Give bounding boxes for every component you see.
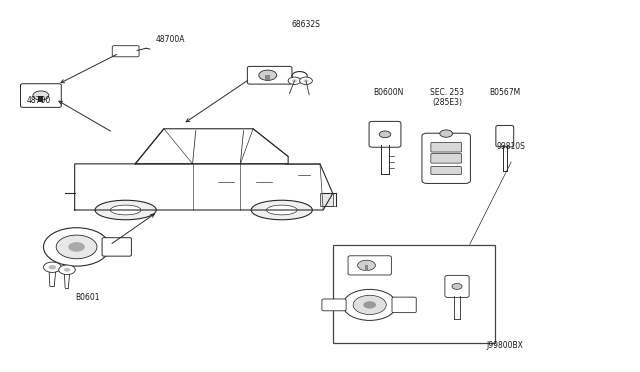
Circle shape bbox=[353, 295, 387, 314]
Text: (285E3): (285E3) bbox=[433, 98, 463, 108]
FancyBboxPatch shape bbox=[247, 66, 292, 84]
Circle shape bbox=[64, 268, 70, 272]
Ellipse shape bbox=[266, 205, 297, 215]
Circle shape bbox=[452, 283, 462, 289]
Circle shape bbox=[68, 242, 85, 252]
Circle shape bbox=[259, 70, 276, 80]
Circle shape bbox=[380, 131, 391, 138]
Circle shape bbox=[44, 262, 61, 272]
Text: B0600N: B0600N bbox=[374, 89, 404, 97]
Circle shape bbox=[343, 289, 396, 320]
Circle shape bbox=[300, 77, 312, 84]
Text: 99810S: 99810S bbox=[497, 142, 525, 151]
FancyBboxPatch shape bbox=[445, 275, 469, 298]
Ellipse shape bbox=[110, 205, 141, 215]
Text: J99800BX: J99800BX bbox=[486, 341, 524, 350]
FancyBboxPatch shape bbox=[348, 256, 392, 275]
Bar bbox=[333, 245, 495, 343]
Bar bbox=[320, 193, 333, 206]
Circle shape bbox=[358, 260, 376, 270]
Text: 48700: 48700 bbox=[26, 96, 51, 105]
Ellipse shape bbox=[251, 200, 312, 220]
Circle shape bbox=[288, 77, 301, 84]
FancyBboxPatch shape bbox=[422, 133, 470, 183]
FancyBboxPatch shape bbox=[322, 299, 346, 311]
FancyBboxPatch shape bbox=[20, 84, 61, 108]
FancyBboxPatch shape bbox=[369, 121, 401, 147]
Ellipse shape bbox=[33, 91, 49, 100]
Circle shape bbox=[44, 228, 109, 266]
FancyBboxPatch shape bbox=[431, 142, 461, 152]
Circle shape bbox=[303, 79, 308, 82]
FancyBboxPatch shape bbox=[496, 125, 514, 147]
FancyBboxPatch shape bbox=[102, 238, 131, 256]
Bar bbox=[265, 75, 270, 80]
FancyBboxPatch shape bbox=[112, 46, 139, 57]
Ellipse shape bbox=[95, 200, 156, 220]
Text: B0601: B0601 bbox=[75, 293, 100, 302]
FancyBboxPatch shape bbox=[431, 154, 461, 163]
Bar bbox=[365, 265, 369, 270]
Text: SEC. 253: SEC. 253 bbox=[431, 89, 465, 97]
FancyBboxPatch shape bbox=[431, 166, 461, 174]
Circle shape bbox=[364, 301, 376, 309]
Bar bbox=[38, 96, 44, 102]
Circle shape bbox=[292, 79, 297, 82]
Text: 48700A: 48700A bbox=[156, 35, 185, 44]
Circle shape bbox=[49, 265, 56, 269]
Circle shape bbox=[59, 265, 76, 275]
Circle shape bbox=[56, 235, 97, 259]
FancyBboxPatch shape bbox=[392, 297, 416, 312]
Text: 68632S: 68632S bbox=[292, 20, 321, 29]
Text: B0567M: B0567M bbox=[489, 89, 520, 97]
Circle shape bbox=[440, 130, 452, 137]
